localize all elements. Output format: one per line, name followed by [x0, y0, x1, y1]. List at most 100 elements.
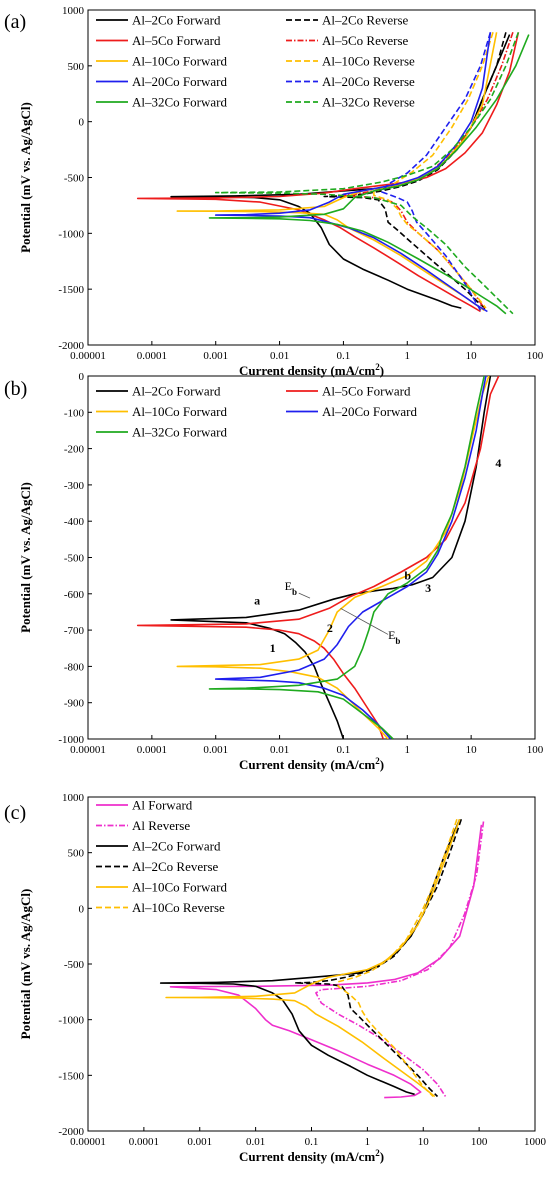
y-tick-label: -500 [64, 959, 85, 971]
y-tick-label: 500 [68, 848, 85, 860]
x-tick-label: 0.001 [203, 350, 228, 362]
x-tick-label: 0.001 [187, 1136, 212, 1148]
legend-label: Al–5Co Reverse [322, 33, 409, 48]
x-axis-title: Current density (mA/cm2) [239, 756, 384, 772]
annotation-leader [340, 607, 389, 635]
series-line-al-forward [169, 824, 483, 1099]
annotation: 4 [495, 456, 501, 470]
panel-label: (b) [4, 378, 27, 400]
legend-label: Al–2Co Forward [132, 384, 221, 399]
legend-label: Al–2Co Forward [132, 839, 221, 854]
x-tick-label: 100 [527, 744, 544, 756]
legend: Al Forward Al Reverse Al–2Co Forward Al–2Co… [96, 798, 227, 915]
y-tick-label: 0 [79, 117, 85, 129]
y-tick-label: 0 [79, 903, 85, 915]
annotation: Eb [285, 579, 297, 597]
legend-label: Al–32Co Forward [132, 95, 227, 110]
x-tick-label: 10 [418, 1136, 430, 1148]
annotation: 1 [270, 641, 276, 655]
series-line-al-10co-reverse [373, 32, 494, 309]
y-tick-label: -400 [64, 516, 85, 528]
x-tick-label: 100 [471, 1136, 488, 1148]
panel-label: (a) [4, 11, 26, 33]
legend-label: Al–10Co Forward [132, 404, 227, 419]
legend-label: Al–2Co Forward [132, 13, 221, 28]
y-tick-label: -1000 [58, 1015, 84, 1027]
legend: Al–2Co Forward Al–5Co Forward Al–10Co Forw… [96, 384, 417, 440]
y-tick-label: 1000 [62, 5, 85, 17]
y-tick-label: -2000 [58, 340, 84, 352]
y-tick-label: -1500 [58, 1070, 84, 1082]
x-tick-label: 0.00001 [70, 350, 106, 362]
x-axis-title: Current density (mA/cm2) [239, 362, 384, 378]
y-tick-label: -800 [64, 661, 85, 673]
y-tick-label: -700 [64, 625, 85, 637]
x-tick-label: 10 [466, 350, 478, 362]
x-tick-label: 0.01 [270, 744, 289, 756]
legend-label: Al–32Co Forward [132, 425, 227, 440]
legend-label: Al Forward [132, 798, 193, 813]
annotation-leader [298, 592, 311, 599]
y-tick-label: -600 [64, 589, 85, 601]
series-line-al-20co-forward [214, 32, 492, 313]
y-axis-title: Potential (mV vs. Ag/AgCl) [18, 889, 33, 1040]
y-tick-label: 500 [68, 61, 85, 73]
y-tick-label: -500 [64, 553, 85, 565]
annotation: a [254, 594, 260, 608]
legend-label: Al Reverse [132, 818, 190, 833]
legend-label: Al–10Co Forward [132, 54, 227, 69]
series-line-al-5co-forward [136, 376, 500, 739]
legend-label: Al–20Co Reverse [322, 74, 415, 89]
x-tick-label: 0.001 [203, 744, 228, 756]
legend-label: Al–20Co Forward [132, 74, 227, 89]
x-tick-label: 1 [405, 350, 411, 362]
annotation: b [404, 568, 411, 582]
y-axis-title: Potential (mV vs. Ag/AgCl) [18, 102, 33, 253]
y-tick-label: -900 [64, 698, 85, 710]
legend: Al–2Co Forward Al–2Co Reverse Al–5Co Forwa… [96, 13, 415, 110]
x-tick-label: 0.1 [305, 1136, 319, 1148]
series-line-al-10co-forward [176, 376, 490, 739]
series-line-al-10co-reverse [337, 819, 458, 1098]
x-tick-label: 0.01 [270, 350, 289, 362]
y-tick-label: -1000 [58, 228, 84, 240]
y-tick-label: -500 [64, 173, 85, 185]
annotation: Eb [388, 628, 400, 646]
legend-label: Al–32Co Reverse [322, 95, 415, 110]
legend-label: Al–10Co Reverse [132, 900, 225, 915]
y-tick-label: 0 [79, 371, 85, 383]
legend-label: Al–2Co Reverse [322, 13, 409, 28]
y-tick-label: -300 [64, 480, 85, 492]
x-tick-label: 0.0001 [137, 744, 167, 756]
x-tick-label: 100 [527, 350, 544, 362]
series-line-al-32co-reverse [214, 32, 520, 315]
y-tick-label: -200 [64, 444, 85, 456]
x-tick-label: 0.0001 [129, 1136, 159, 1148]
x-tick-label: 0.0001 [137, 350, 167, 362]
legend-label: Al–5Co Forward [132, 33, 221, 48]
series-line-al-5co-forward [136, 32, 520, 313]
series-line-al-2co-forward [170, 376, 492, 739]
y-axis-title: Potential (mV vs. Ag/AgCl) [18, 482, 33, 633]
x-tick-label: 0.1 [337, 744, 351, 756]
x-tick-label: 1000 [524, 1136, 547, 1148]
x-tick-label: 0.00001 [70, 744, 106, 756]
annotation: 3 [425, 581, 431, 595]
panel-2: (b) 0.00001 0.0001 0.001 0.01 0.1 1 1 0 100 -1000 -… [4, 371, 544, 772]
x-tick-label: 1 [405, 744, 411, 756]
legend-label: Al–10Co Forward [132, 880, 227, 895]
legend-label: Al–20Co Forward [322, 404, 417, 419]
series-line-al-reverse [315, 821, 485, 1097]
y-tick-label: -1000 [58, 734, 84, 746]
legend-label: Al–2Co Reverse [132, 859, 219, 874]
x-tick-label: 0.01 [246, 1136, 265, 1148]
y-tick-label: -2000 [58, 1126, 84, 1138]
series-line-al-32co-forward [208, 34, 530, 315]
panel-1: (a) 0.00001 0.0001 0.001 0.01 0.1 1 10 100 -2000 -… [4, 5, 544, 378]
panel-label: (c) [4, 802, 26, 824]
legend-label: Al–5Co Forward [322, 384, 411, 399]
x-tick-label: 1 [365, 1136, 371, 1148]
panel-3: (c) 0.00001 0.0001 0.001 0.01 0.1 1 10 100 1000 -2… [4, 792, 547, 1164]
y-tick-label: -100 [64, 407, 85, 419]
